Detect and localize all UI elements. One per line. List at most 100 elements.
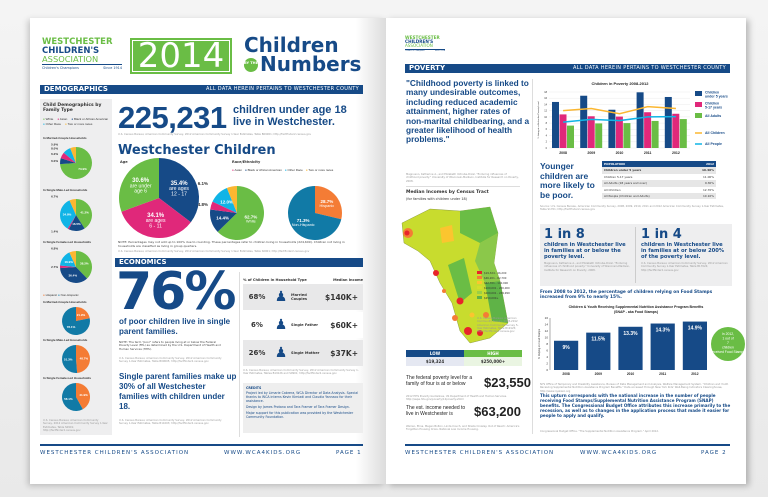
family-race-pie-slice: [60, 158, 76, 165]
age-pie-label: 34.1%: [147, 213, 165, 219]
footer-rule: [405, 444, 730, 446]
family-icon: ♟: [274, 289, 288, 305]
x-tick: 2008: [559, 151, 567, 155]
x-tick: 2008: [562, 372, 570, 376]
logo-line2: CHILDREN'S: [42, 45, 100, 56]
high-label: HIGH: [464, 350, 522, 357]
footer-url[interactable]: WWW.WCA4KIDS.ORG: [580, 450, 658, 456]
map-legend: $19,324 - 46,200 $46,201 - 62,700 $62,701 …: [477, 271, 510, 301]
map-subtitle: (for families with children under 18): [406, 197, 467, 201]
upturn-text: This upturn corresponds with the nationa…: [540, 393, 731, 418]
family-race-pie-slice: [60, 252, 76, 267]
series-line: [563, 105, 676, 115]
credits-p3: Major support for this publication was p…: [246, 411, 354, 419]
household-row: 6% ♟ Single Father $60K+: [243, 312, 363, 338]
bar-label: 9%: [562, 345, 570, 351]
stat-2-big: 1 in 4: [641, 227, 682, 242]
family-hispanic-pie-slice: [76, 307, 90, 321]
age-note: NOTE: Percentages may not add up to 100%…: [118, 240, 345, 248]
age-pie-slice: [121, 198, 191, 238]
legend-item: ● Black or African American: [245, 168, 282, 172]
footer-url[interactable]: WWW.WCA4KIDS.ORG: [224, 450, 302, 456]
bar: [587, 116, 595, 148]
race-title: Race/Ethnicity: [232, 160, 261, 164]
footer-org: WESTCHESTER CHILDREN'S ASSOCIATION: [405, 450, 555, 456]
bar: [636, 92, 644, 148]
stat-2-source: U.S. Census Bureau; American Community S…: [641, 262, 728, 272]
age-pie-sublabel: are under: [130, 183, 152, 189]
map-legend-item: $100,001 - 200,000: [477, 286, 510, 291]
family-type-sidebar: Child Demographics by Family Type ● Whit…: [40, 99, 112, 435]
race-pie-label: 62.7%: [245, 214, 258, 219]
chart-title: Children & Youth Receiving Supplemental …: [569, 305, 704, 309]
legend-item: ● Asian: [232, 168, 242, 172]
logo-line2: CHILDREN'S: [405, 39, 434, 45]
y-tick: 16: [545, 316, 549, 320]
demographics-bar: DEMOGRAPHICS ALL DATA HEREIN PERTAINS TO …: [40, 85, 363, 94]
westchester-children-title: Westchester Children: [118, 143, 276, 158]
table-row: Children 5-17 years 11.00%: [602, 173, 716, 181]
divider: [406, 186, 520, 187]
family-race-pie-slice: [76, 251, 93, 279]
credits-title: CREDITS: [246, 386, 262, 390]
table-source: Source: U.S. Census Bureau, American Com…: [540, 205, 724, 212]
household-income: $37K+: [330, 348, 358, 358]
family-hispanic-pie-label: 41.9%: [79, 393, 88, 397]
household-income: $140K+: [325, 292, 358, 302]
masthead-title: Children BY THE Numbers: [244, 35, 361, 74]
snap-chart: Children & Youth Receiving Supplemental …: [538, 305, 745, 376]
x-tick: 2009: [595, 372, 603, 376]
bar: [618, 326, 643, 370]
footer-page: PAGE 2: [701, 450, 727, 456]
bar: [650, 323, 675, 370]
by-the-badge: BY THE: [244, 57, 258, 72]
family-race-pie-label: 2.7%: [51, 265, 58, 269]
y-tick: 8: [546, 122, 548, 125]
credits-p1: Project led by Limarie Cabrera, WCA Dire…: [246, 391, 359, 403]
pie-title: In Married-Couple Households: [43, 136, 87, 140]
bar: [682, 321, 707, 370]
bar-label: 14.9%: [688, 326, 703, 332]
y-axis-label: % Living at or Below the Poverty Level: [537, 101, 540, 139]
upturn-source: Congressional Budget Office. "The Supple…: [540, 430, 659, 433]
y-tick: 6: [546, 128, 548, 131]
legend-label: All Children: [705, 131, 725, 135]
y-tick: 0: [546, 368, 548, 372]
low-value: $19,324: [406, 357, 464, 366]
fpl-source: 2012 HHS Poverty Guidelines, US Departme…: [406, 395, 507, 402]
est-source: Warren, Elina, Megan Bolton, Linda Couch…: [406, 425, 520, 432]
hispanic-pie-sublabel: Hispanic: [320, 204, 335, 208]
legend-item: ● Black or African American: [71, 117, 109, 121]
y-tick: 14: [544, 103, 547, 106]
bar-label: 14.3%: [656, 328, 671, 334]
sidebar-title: Child Demographics by Family Type: [43, 103, 102, 113]
bar: [644, 112, 652, 148]
y-tick: 18: [544, 91, 547, 94]
legend-item: ● Other Race: [284, 168, 303, 172]
legend-label: All People: [705, 142, 722, 146]
household-table: % of Children in Household Type Median In…: [243, 278, 363, 376]
legend-item: ● Two or more races: [305, 168, 334, 172]
age-pie-label: 30.6%: [132, 178, 150, 184]
pie-title: In Single Male-Led Households: [43, 338, 88, 342]
note-source: U.S. Census Bureau; American Community S…: [118, 250, 310, 253]
hispanic-legend: ● Hispanic ● Non-Hispanic: [43, 293, 79, 297]
family-race-pie-label: 16.5%: [72, 222, 81, 226]
x-tick: 2011: [644, 151, 652, 155]
family-race-pie-slice: [69, 251, 76, 267]
family-hispanic-pie-label: 78.1%: [67, 325, 76, 329]
bar: [595, 123, 603, 148]
family-race-pie-slice: [60, 267, 88, 283]
headline-source: U.S. Census Bureau; American Community S…: [118, 133, 312, 136]
pie-title: In Married-Couple Households: [43, 300, 87, 304]
household-row: 26% ♟ Single Mother $37K+: [243, 340, 363, 366]
age-title: Age: [120, 160, 128, 164]
single-source: U.S. Census Bureau; American Community S…: [119, 419, 222, 426]
household-pct: 6%: [251, 321, 263, 329]
race-pie-slice: [210, 209, 237, 232]
col-household: % of Children in Household Type: [243, 278, 307, 282]
logo-small: WESTCHESTER CHILDREN'S ASSOCIATION Child…: [405, 35, 445, 52]
bar: [559, 114, 567, 148]
bar: [608, 109, 616, 148]
logo: WESTCHESTER CHILDREN'S ASSOCIATION Child…: [42, 38, 122, 70]
